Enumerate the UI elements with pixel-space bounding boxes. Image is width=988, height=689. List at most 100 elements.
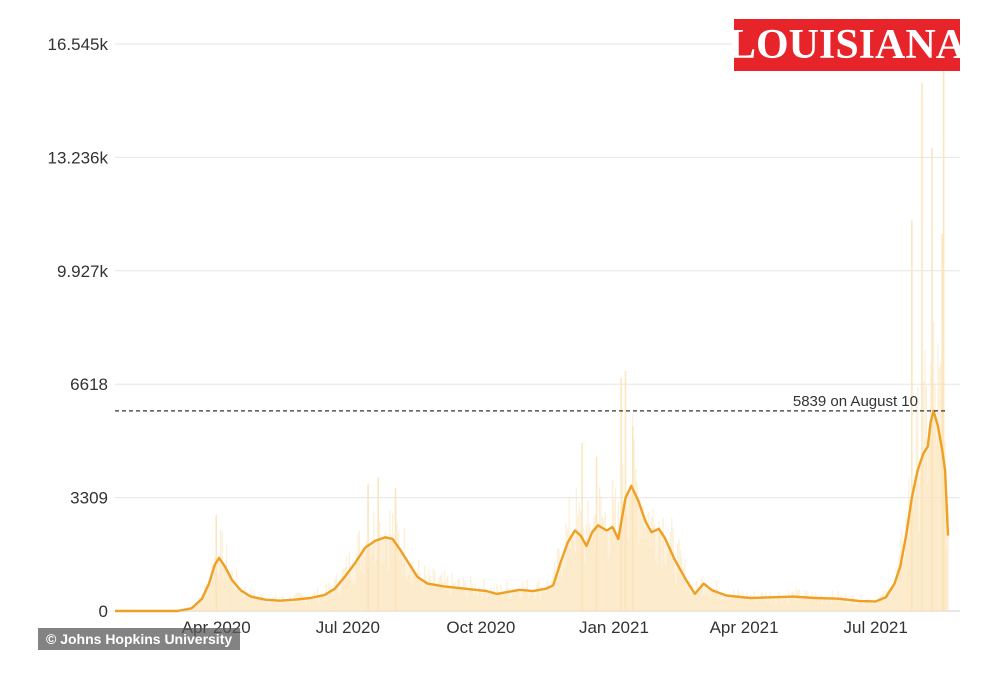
daily-bar-peak [377, 477, 380, 611]
daily-bar [763, 600, 766, 611]
daily-bar [438, 577, 440, 611]
daily-bar [354, 583, 356, 611]
daily-bar [629, 496, 631, 611]
grid-lines [115, 43, 960, 612]
daily-bar-peak [581, 443, 583, 611]
daily-bar [380, 564, 382, 611]
daily-bar [471, 583, 473, 611]
daily-bar [318, 602, 320, 611]
daily-bar [290, 603, 293, 611]
daily-bar [517, 591, 520, 611]
daily-bar [235, 568, 238, 611]
daily-bar [750, 597, 753, 611]
daily-bar [613, 499, 615, 611]
daily-bar [366, 541, 368, 611]
daily-bar [744, 599, 747, 611]
daily-bar [591, 538, 593, 611]
daily-bar [370, 556, 372, 611]
daily-bar [473, 595, 475, 611]
daily-bar [606, 532, 608, 611]
daily-bar [815, 595, 818, 611]
daily-bar [623, 513, 625, 611]
daily-bar [856, 605, 858, 611]
daily-bar [669, 532, 672, 611]
daily-bar [729, 600, 731, 611]
daily-bar [274, 594, 277, 611]
daily-bar [927, 482, 929, 611]
daily-bar [529, 590, 531, 611]
daily-bar [755, 602, 757, 611]
daily-bar [574, 552, 576, 611]
daily-bar [872, 600, 874, 611]
daily-bar [824, 598, 826, 611]
daily-bar [781, 602, 783, 611]
daily-bar [231, 571, 233, 611]
daily-bar [659, 526, 661, 611]
daily-bar [938, 367, 941, 611]
daily-bar [191, 609, 193, 611]
daily-bar [545, 593, 547, 611]
daily-bar [500, 584, 502, 611]
daily-bar [914, 497, 916, 611]
daily-bar-peak [394, 487, 397, 611]
daily-bar [575, 487, 578, 611]
daily-bar [775, 603, 777, 611]
daily-bar [590, 541, 592, 611]
daily-bar [937, 344, 939, 611]
daily-bar [707, 589, 709, 611]
daily-bar [468, 587, 471, 611]
daily-bar [552, 571, 554, 611]
daily-bar [912, 512, 914, 611]
daily-bar [536, 583, 538, 611]
daily-bar [353, 581, 355, 611]
daily-bar [802, 597, 805, 611]
daily-bar [925, 386, 928, 611]
daily-bar [818, 599, 820, 611]
daily-bar [778, 592, 780, 611]
daily-bar [373, 512, 375, 611]
daily-bar [756, 596, 758, 611]
daily-bar [293, 595, 296, 611]
daily-bar [739, 592, 741, 611]
daily-bar [866, 599, 868, 611]
daily-bar [734, 595, 737, 611]
daily-bar [528, 597, 530, 611]
daily-bar [332, 596, 335, 611]
daily-bar [311, 597, 313, 611]
daily-bar [439, 575, 442, 611]
daily-bar [371, 551, 374, 611]
daily-bar [286, 601, 288, 611]
daily-bar [243, 597, 245, 611]
daily-bar [598, 487, 601, 611]
daily-bar [720, 599, 722, 611]
daily-bar [319, 596, 322, 611]
daily-bar [753, 591, 755, 611]
daily-bar [400, 554, 403, 611]
daily-bar [253, 590, 255, 611]
daily-bar [205, 583, 207, 611]
annotation: 5839 on August 10 [115, 393, 945, 412]
daily-bar [295, 593, 297, 611]
daily-bar [199, 598, 202, 611]
daily-bar [296, 592, 298, 611]
daily-bar [798, 588, 800, 611]
daily-bar [569, 548, 572, 611]
line-area [115, 410, 948, 611]
daily-bar [481, 599, 484, 611]
daily-bar [935, 444, 938, 611]
daily-bar [556, 548, 559, 611]
daily-bar [257, 595, 259, 611]
daily-bar [532, 591, 534, 611]
daily-bar [892, 588, 894, 611]
daily-bar [475, 595, 478, 611]
daily-bar [509, 598, 511, 611]
daily-bar [851, 594, 854, 611]
daily-bar [645, 538, 647, 611]
daily-bar [791, 592, 793, 611]
daily-bar [507, 588, 510, 611]
daily-bar [716, 580, 718, 611]
daily-bar [315, 598, 317, 611]
daily-bar [792, 590, 794, 611]
daily-bar [266, 599, 268, 611]
daily-bar [846, 603, 848, 611]
